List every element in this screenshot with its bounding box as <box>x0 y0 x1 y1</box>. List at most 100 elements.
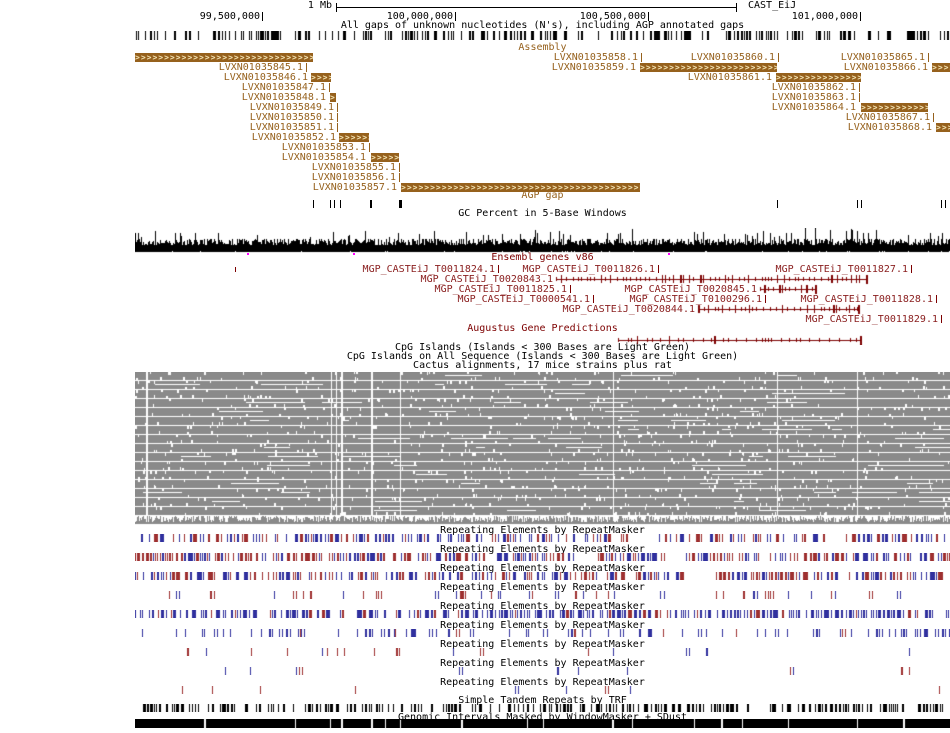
assembly-contig-bar[interactable]: >>> <box>936 123 950 132</box>
agp-gap-item[interactable] <box>399 200 402 208</box>
agp-gap-item[interactable] <box>777 200 778 208</box>
assembly-contig-label[interactable]: LVXN01035854.1 <box>281 152 366 163</box>
assembly-contig-label[interactable]: LVXN01035850.1 <box>249 112 334 123</box>
ensembl-gene-label[interactable]: MGP_CASTEiJ_T0011826.1 <box>522 264 655 275</box>
assembly-contig-label[interactable]: LVXN01035864.1 <box>771 102 856 113</box>
assembly-contig-tick[interactable] <box>337 103 338 112</box>
ensembl-gene-label[interactable]: MGP_CASTEiJ_T0020845.1 <box>624 284 757 295</box>
trf-track-title[interactable]: Simple Tandem Repeats by TRF <box>458 695 627 706</box>
assembly-contig-label[interactable]: LVXN01035849.1 <box>249 102 334 113</box>
assembly-contig-tick[interactable] <box>859 93 860 102</box>
ensembl-gene-tick[interactable] <box>911 265 912 273</box>
assembly-contig-bar[interactable]: >>>>>>>>>>>>>>>>>>>>>>>>>>>> <box>640 63 777 72</box>
agp-gap-item[interactable] <box>330 200 331 208</box>
ensembl-gene-label[interactable]: MGP_CASTEiJ_T0011827.1 <box>775 264 908 275</box>
assembly-contig-label[interactable]: LVXN01035851.1 <box>249 122 334 133</box>
repeat-track-title[interactable]: Repeating Elements by RepeatMasker <box>440 658 645 669</box>
cactus-alignments-canvas[interactable] <box>135 372 950 525</box>
agp-gap-item[interactable] <box>370 200 372 208</box>
assembly-contig-label[interactable]: LVXN01035865.1 <box>840 52 925 63</box>
assembly-contig-tick[interactable] <box>337 113 338 122</box>
assembly-contig-label[interactable]: LVXN01035853.1 <box>281 142 366 153</box>
ensembl-gene-tick[interactable] <box>658 265 659 273</box>
assembly-contig-label[interactable]: LVXN01035858.1 <box>553 52 638 63</box>
assembly-contig-label[interactable]: LVXN01035868.1 <box>847 122 932 133</box>
assembly-contig-label[interactable]: LVXN01035848.1 <box>241 92 326 103</box>
cpg-all-seq-track-title[interactable]: CpG Islands on All Sequence (Islands < 3… <box>346 351 739 362</box>
ensembl-gene-tick[interactable] <box>593 295 594 303</box>
gc-percent-canvas[interactable] <box>135 228 950 254</box>
assembly-contig-tick[interactable] <box>641 53 642 62</box>
repeat-track-title[interactable]: Repeating Elements by RepeatMasker <box>440 620 645 631</box>
ensembl-gene-tick[interactable] <box>936 295 937 303</box>
windowmasker-track-title[interactable]: Genomic Intervals Masked by WindowMasker… <box>398 712 687 723</box>
assembly-contig-tick[interactable] <box>933 113 934 122</box>
assembly-contig-label[interactable]: LVXN01035860.1 <box>690 52 775 63</box>
assembly-contig-label[interactable]: LVXN01035867.1 <box>845 112 930 123</box>
assembly-contig-label[interactable]: LVXN01035862.1 <box>771 82 856 93</box>
ensembl-gene-label[interactable]: MGP_CASTEiJ_T0020843.1 <box>420 274 553 285</box>
agp-gap-item[interactable] <box>340 200 341 208</box>
assembly-contig-bar[interactable]: >>>> <box>311 73 331 82</box>
assembly-track-title[interactable]: Assembly <box>518 42 567 53</box>
agp-gap-item[interactable] <box>313 200 314 208</box>
assembly-contig-label[interactable]: LVXN01035845.1 <box>218 62 303 73</box>
ensembl-gene-tick[interactable] <box>570 285 571 293</box>
assembly-contig-tick[interactable] <box>399 163 400 172</box>
agp-gap-item[interactable] <box>857 200 858 208</box>
ensembl-gene-tick[interactable] <box>941 315 942 323</box>
assembly-contig-bar[interactable]: >>>>>>>>>>>>>>>>>>>>>>>>>>>>>>>>>>>>>>>>… <box>401 183 640 192</box>
trf-track-canvas[interactable] <box>135 704 950 712</box>
repeat-track-title[interactable]: Repeating Elements by RepeatMasker <box>440 639 645 650</box>
assembly-contig-label[interactable]: LVXN01035846.1 <box>223 72 308 83</box>
assembly-contig-bar[interactable]: >> <box>330 93 336 102</box>
agp-gap-item[interactable] <box>941 200 942 208</box>
repeatmasker-track-canvas[interactable] <box>135 648 950 656</box>
repeat-track-title[interactable]: Repeating Elements by RepeatMasker <box>440 563 645 574</box>
assembly-contig-label[interactable]: LVXN01035866.1 <box>843 62 928 73</box>
ensembl-gene-label[interactable]: MGP_CASTEiJ_T0100296.1 <box>629 294 762 305</box>
gaps-track-canvas[interactable] <box>135 31 950 40</box>
ensembl-gene-label[interactable]: MGP_CASTEiJ_T0020844.1 <box>562 304 695 315</box>
repeat-track-title[interactable]: Repeating Elements by RepeatMasker <box>440 525 645 536</box>
repeatmasker-track-canvas[interactable] <box>135 553 950 561</box>
gaps-track-title[interactable]: All gaps of unknown nucleotides (N's), i… <box>340 20 745 31</box>
assembly-contig-tick[interactable] <box>329 83 330 92</box>
repeatmasker-track-canvas[interactable] <box>135 610 950 618</box>
cpg-islands-track-title[interactable]: CpG Islands (Islands < 300 Bases are Lig… <box>394 342 690 353</box>
repeat-track-title[interactable]: Repeating Elements by RepeatMasker <box>440 677 645 688</box>
repeatmasker-track-canvas[interactable] <box>135 629 950 637</box>
assembly-contig-bar[interactable]: >>>>>>>>>>>>>>>>> <box>776 73 861 82</box>
ensembl-gene-label[interactable]: MGP_CASTEiJ_T0000541.1 <box>457 294 590 305</box>
assembly-contig-tick[interactable] <box>306 63 307 72</box>
repeatmasker-track-canvas[interactable] <box>135 534 950 542</box>
assembly-contig-label[interactable]: LVXN01035859.1 <box>551 62 636 73</box>
repeatmasker-track-canvas[interactable] <box>135 667 950 675</box>
assembly-contig-label[interactable]: LVXN01035861.1 <box>687 72 772 83</box>
assembly-contig-tick[interactable] <box>928 53 929 62</box>
assembly-contig-label[interactable]: LVXN01035857.1 <box>312 182 397 193</box>
assembly-contig-bar[interactable]: >>>> <box>932 63 950 72</box>
agp-gap-item[interactable] <box>334 200 335 208</box>
gc-percent-track-title[interactable]: GC Percent in 5-Base Windows <box>458 208 627 219</box>
agp-gap-item[interactable] <box>861 200 862 208</box>
gene-models-canvas[interactable] <box>135 263 950 345</box>
repeatmasker-track-canvas[interactable] <box>135 572 950 580</box>
ensembl-track-title[interactable]: Ensembl genes v86 <box>491 252 594 263</box>
assembly-contig-label[interactable]: LVXN01035847.1 <box>241 82 326 93</box>
assembly-contig-bar[interactable]: >>>>>>>>>>>>>>>>>>>>>>>>>>>>>>>>>>>> <box>135 53 313 62</box>
assembly-contig-tick[interactable] <box>859 83 860 92</box>
ensembl-gene-label[interactable]: MGP_CASTEiJ_T0011824.1 <box>362 264 495 275</box>
assembly-contig-tick[interactable] <box>778 53 779 62</box>
assembly-contig-bar[interactable]: >>>>>> <box>339 133 369 142</box>
ensembl-gene-label[interactable]: MGP_CASTEiJ_T0011825.1 <box>434 284 567 295</box>
assembly-contig-tick[interactable] <box>369 143 370 152</box>
assembly-contig-tick[interactable] <box>337 123 338 132</box>
ensembl-gene-tick[interactable] <box>765 295 766 303</box>
repeatmasker-track-canvas[interactable] <box>135 686 950 694</box>
repeat-track-title[interactable]: Repeating Elements by RepeatMasker <box>440 601 645 612</box>
ensembl-gene-tick[interactable] <box>498 265 499 273</box>
cactus-track-title[interactable]: Cactus alignments, 17 mice strains plus … <box>413 360 672 371</box>
repeatmasker-track-canvas[interactable] <box>135 591 950 599</box>
assembly-contig-bar[interactable]: >>>>>> <box>371 153 399 162</box>
